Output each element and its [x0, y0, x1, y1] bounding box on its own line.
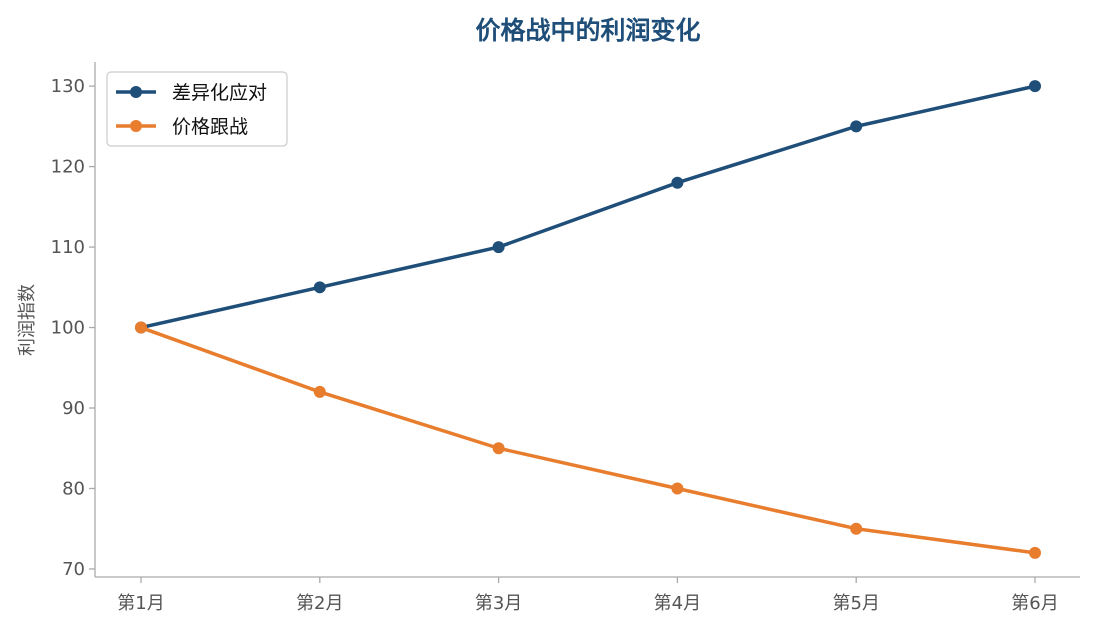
legend-label: 差异化应对 [172, 82, 267, 104]
data-point [850, 120, 863, 133]
legend-marker [130, 120, 142, 132]
x-tick-label: 第6月 [1011, 593, 1058, 614]
y-axis-label: 利润指数 [17, 284, 38, 356]
y-tick-label: 70 [62, 559, 85, 580]
data-point [313, 385, 326, 398]
chart-title: 价格战中的利润变化 [475, 16, 700, 45]
legend-marker [130, 86, 142, 98]
data-point [671, 482, 684, 495]
y-tick-label: 80 [62, 478, 85, 499]
x-tick-label: 第3月 [475, 593, 522, 614]
series-group [135, 80, 1041, 559]
data-point [135, 321, 147, 334]
y-tick-label: 110 [51, 237, 85, 258]
x-tick-label: 第4月 [654, 593, 701, 614]
y-tick-label: 90 [62, 398, 85, 419]
legend-label: 价格跟战 [172, 116, 248, 138]
axes: 70 80 90 100 110 120 130 第1月 第2月 第3月 第4月 第5月 第6月 [51, 62, 1080, 614]
data-point [492, 241, 505, 254]
data-point [850, 522, 863, 535]
x-tick-label: 第2月 [296, 593, 343, 614]
series-line [139, 84, 1037, 330]
x-tick-label: 第5月 [832, 593, 879, 614]
series-line [139, 325, 1037, 555]
y-tick-label: 120 [51, 157, 85, 178]
data-point [492, 442, 505, 455]
x-tick-label: 第1月 [117, 593, 164, 614]
data-point [313, 281, 326, 294]
y-tick-label: 100 [51, 318, 85, 339]
data-point [1029, 546, 1041, 559]
data-point [1029, 80, 1041, 93]
data-point [671, 176, 684, 189]
series-2 [135, 321, 1041, 559]
y-tick-label: 130 [51, 76, 85, 97]
